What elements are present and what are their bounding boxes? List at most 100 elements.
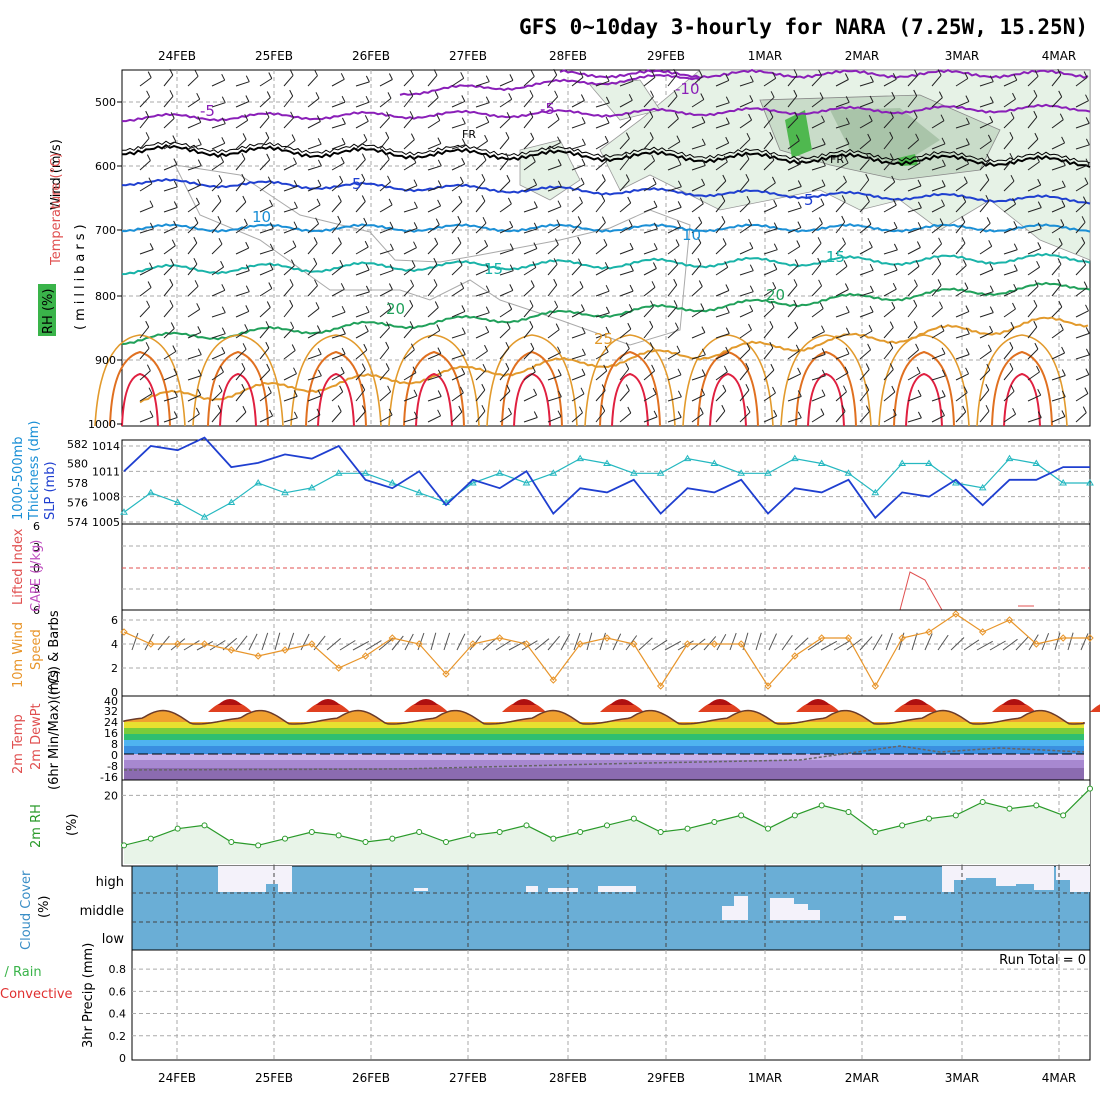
wind-barb: [427, 120, 441, 129]
wind-barb: [1061, 200, 1066, 207]
wind-barb: [841, 215, 846, 223]
wind-barb: [547, 74, 558, 87]
temperature-contour: [122, 103, 1091, 123]
wind-barb: [1061, 180, 1066, 188]
wind-barb: [461, 305, 466, 312]
wind-barb: [643, 370, 655, 381]
rh-marker: [657, 829, 664, 835]
rh-marker: [496, 829, 503, 835]
wind-barb: [748, 113, 753, 121]
wind-barb: [316, 408, 321, 416]
wind-barb: [148, 177, 153, 184]
wind-barb: [163, 74, 174, 87]
wind-barb: [499, 270, 514, 276]
wind-barb: [235, 635, 248, 651]
wind-barb: [1037, 242, 1042, 249]
wind-barb: [499, 413, 512, 423]
wind-barb: [187, 75, 199, 87]
contour-label: -5: [200, 102, 215, 120]
wind-barb: [1027, 417, 1042, 423]
temperature-contour: [611, 372, 649, 427]
wind-barb: [451, 201, 463, 213]
wind-barb: [595, 102, 610, 108]
temperature-contour: [317, 372, 355, 427]
wind-barb: [147, 71, 152, 78]
wind-barb: [163, 351, 177, 360]
wind-barb: [868, 324, 873, 332]
wind-barb: [554, 238, 559, 245]
wind-speed-marker: [120, 628, 128, 636]
wind-barb: [691, 122, 706, 129]
wind-barb: [787, 373, 801, 381]
wind-barb: [844, 366, 849, 374]
wind-barb: [835, 289, 849, 297]
wind-barb: [649, 342, 654, 349]
wind-barb: [259, 249, 274, 255]
wind-barb: [965, 367, 970, 375]
wind-barb: [931, 263, 942, 276]
wind-barb: [835, 79, 849, 87]
wind-barb: [859, 81, 874, 87]
wind-barb: [889, 363, 894, 370]
wind-barb: [1013, 264, 1018, 271]
wind-barb: [458, 259, 463, 266]
wind-barb: [1082, 406, 1087, 413]
wind-barb: [604, 262, 609, 269]
wind-barb: [403, 417, 418, 423]
wind-barb: [955, 123, 970, 129]
wind-barb: [595, 122, 610, 129]
wind-barb: [409, 111, 414, 118]
wind-barb: [715, 333, 730, 339]
wind-barb: [547, 306, 558, 318]
cloud-block: [526, 886, 538, 892]
wind-barb: [643, 348, 654, 360]
wind-barb: [341, 327, 346, 335]
wind-barb: [523, 248, 538, 255]
wind-barb: [955, 78, 969, 87]
precip-panel: 0.80.60.40.20 Run Total = 0 Total / Rain…: [0, 943, 1091, 1065]
rh-marker: [684, 825, 691, 832]
wind-barb: [547, 142, 561, 150]
wind-barb: [146, 364, 151, 371]
wind-barb: [883, 369, 894, 381]
wind-barb: [355, 389, 366, 402]
temperature-contour: [976, 334, 1068, 427]
upper-panel-labels: Wind (m/s) Temperature (°C) RH (%) (mill…: [38, 139, 88, 336]
wind-barb: [379, 227, 394, 234]
wind-barb: [340, 156, 345, 164]
wind-barb: [547, 284, 558, 297]
wind-barb: [547, 635, 560, 651]
wind-barb: [389, 264, 394, 271]
wind-barb: [739, 158, 750, 171]
wind-barb: [139, 347, 150, 360]
wind-speed-marker: [254, 652, 262, 660]
wind-barb: [235, 101, 250, 108]
wind-barb: [259, 159, 271, 171]
wind-barb: [979, 291, 994, 297]
wind-barb: [1057, 278, 1062, 286]
wind-speed-marker: [469, 640, 477, 648]
wind-barb: [835, 243, 846, 255]
wind-barb: [842, 237, 846, 244]
wind-barb: [283, 95, 294, 108]
wind-barb: [146, 90, 151, 98]
wind-barb: [1037, 411, 1042, 418]
wind-barb: [163, 396, 178, 402]
date-label: 26FEB: [352, 1071, 390, 1085]
wind-barb: [547, 352, 561, 360]
wind-barb: [937, 634, 949, 651]
wind-barb: [211, 312, 226, 318]
rh-marker: [899, 822, 906, 829]
wind-barb: [269, 263, 274, 270]
wind-barb: [739, 119, 752, 129]
wind-barb: [355, 411, 366, 423]
wind-barb: [811, 353, 826, 360]
date-label: 4MAR: [1042, 49, 1077, 63]
rh-marker: [335, 832, 342, 839]
wind-barb: [499, 289, 514, 297]
temperature-contour: [905, 372, 943, 427]
wind-barb: [868, 114, 873, 122]
wind-barb: [187, 308, 200, 318]
wind-barb: [979, 223, 991, 234]
